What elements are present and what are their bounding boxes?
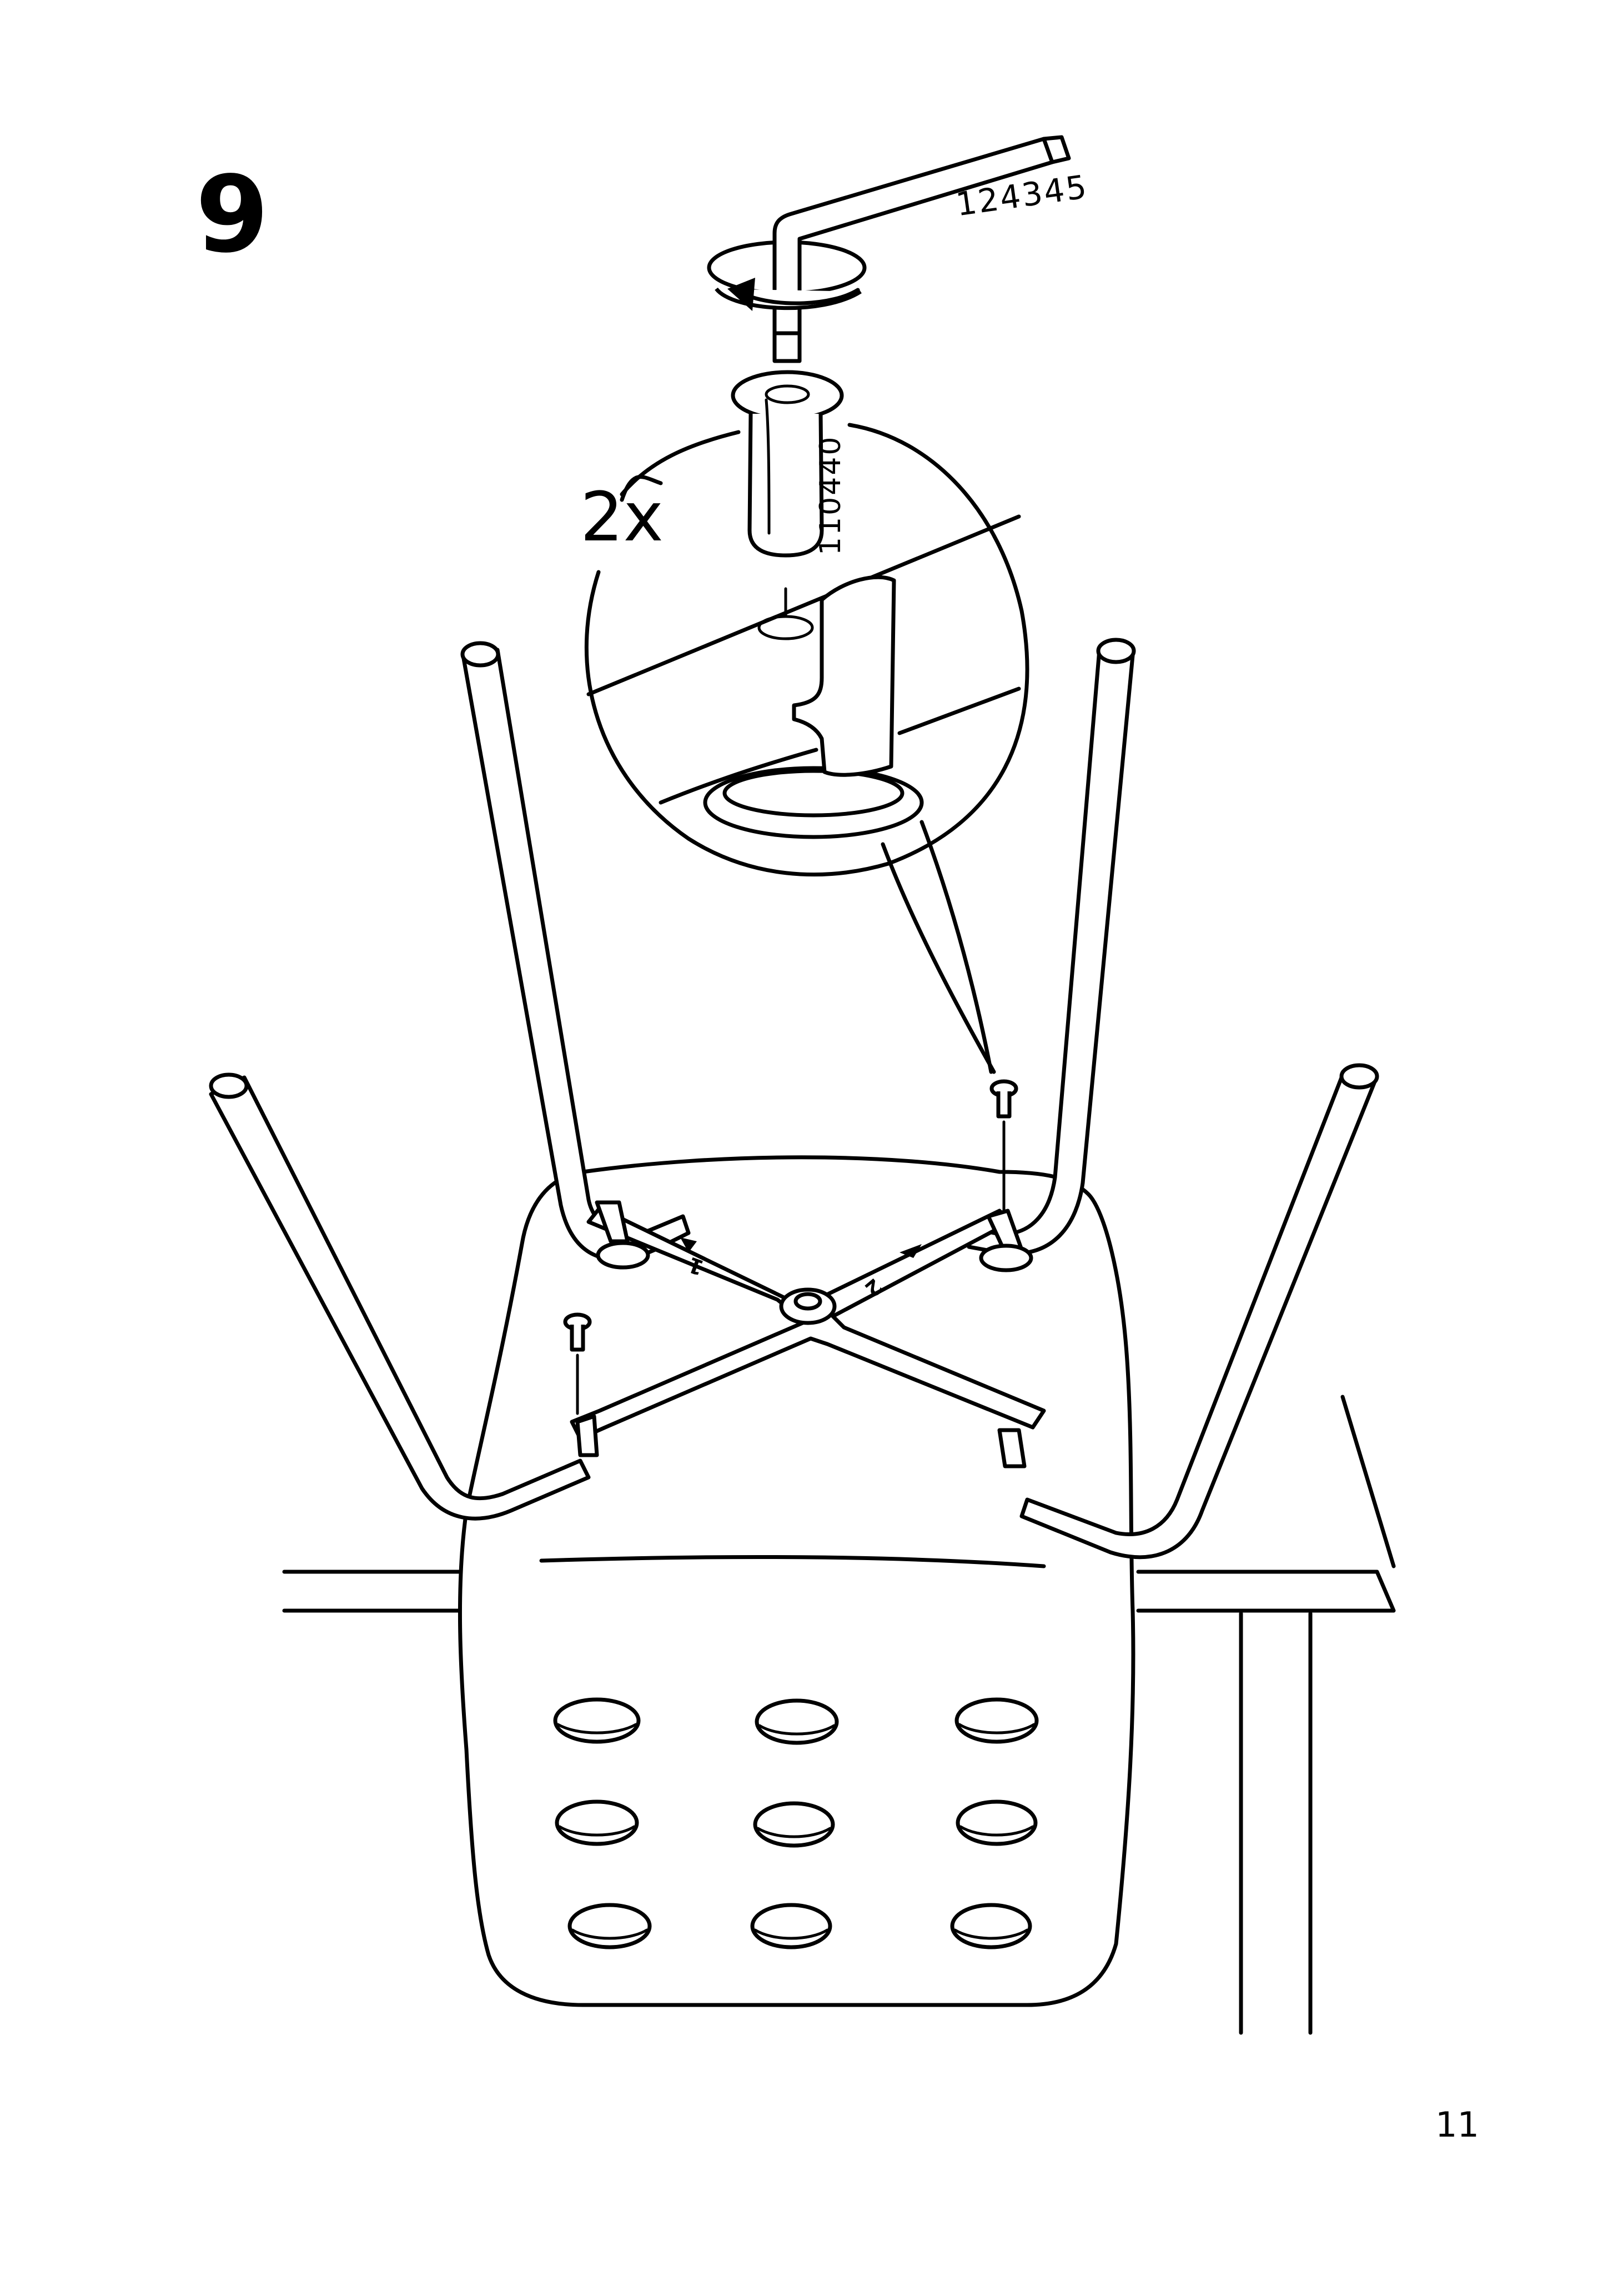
seat-holes: [553, 1697, 1039, 1949]
screw-part-number: 110440: [814, 435, 847, 555]
quantity-label: 2x: [580, 478, 664, 557]
chair-seat-icon: [458, 1155, 1135, 2007]
screw-icon: [563, 1312, 592, 1415]
step-number: 9: [195, 153, 269, 276]
page-number: 11: [1435, 2104, 1479, 2145]
chair-front-legs-icon: [209, 1063, 1379, 1560]
table-icon: [282, 1395, 1396, 2035]
screw-icon: [989, 1079, 1018, 1212]
cross-frame-icon: 1 2: [570, 1200, 1046, 1468]
allen-key-icon: [707, 135, 1071, 363]
detail-callout: [584, 370, 1029, 1074]
